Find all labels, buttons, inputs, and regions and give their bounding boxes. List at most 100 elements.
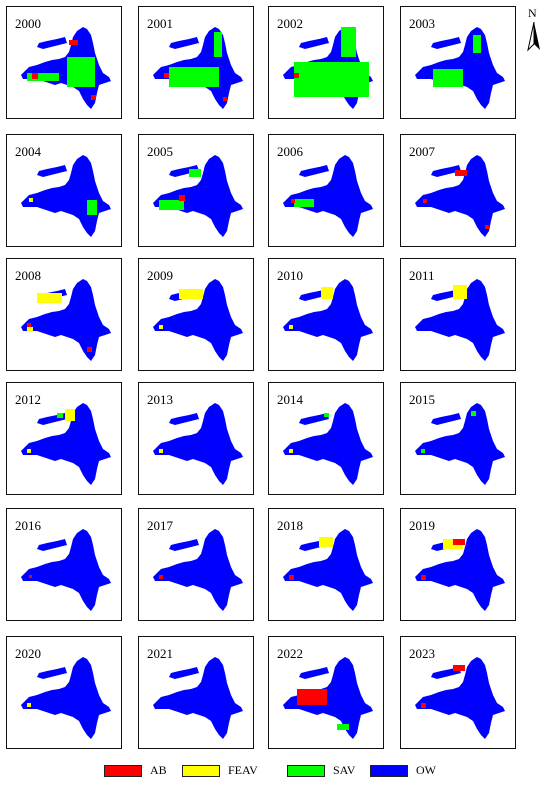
map-panel-2006: 2006 <box>268 134 384 247</box>
panel-year-label: 2008 <box>15 268 41 283</box>
map-panel-2011: 2011 <box>400 258 516 371</box>
ab-patch <box>297 689 327 705</box>
north-arrow-icon <box>527 22 540 52</box>
lake-map-2015 <box>415 403 505 485</box>
open-water-area <box>415 27 505 109</box>
ab-patch <box>29 575 32 578</box>
ab-patch <box>421 575 426 580</box>
lake-map-2018 <box>283 529 373 611</box>
lake-map-2009 <box>153 279 243 361</box>
panel-year-label: 2013 <box>147 392 173 407</box>
legend-swatch-feav <box>182 765 220 777</box>
legend-label-ow: OW <box>416 763 436 777</box>
lake-map-2000 <box>21 27 111 109</box>
panel-year-label: 2001 <box>147 16 173 31</box>
map-panel-2000: 2000 <box>6 6 122 119</box>
feav-patch <box>27 449 31 453</box>
ab-patch <box>289 575 294 580</box>
panel-year-label: 2012 <box>15 392 41 407</box>
panel-year-label: 2019 <box>409 518 435 533</box>
feav-patch <box>319 537 333 547</box>
lake-map-2010 <box>283 279 373 361</box>
legend-swatch-sav <box>287 765 325 777</box>
sav-patch <box>324 413 329 417</box>
feav-patch <box>179 289 203 299</box>
lake-map-2017 <box>153 529 243 611</box>
ab-patch <box>32 73 38 79</box>
sav-patch <box>337 724 349 730</box>
ab-patch <box>485 225 489 229</box>
sav-patch <box>294 199 314 207</box>
feav-patch <box>289 449 293 453</box>
open-water-area <box>415 657 505 739</box>
panel-year-label: 2014 <box>277 392 303 407</box>
open-water-area <box>153 279 243 361</box>
open-water-area <box>415 403 505 485</box>
sav-patch <box>421 449 425 453</box>
sav-patch <box>471 411 476 416</box>
open-water-area <box>415 279 505 361</box>
ab-patch <box>69 40 78 45</box>
map-panel-2021: 2021 <box>138 636 254 749</box>
sav-patch <box>189 169 201 177</box>
lake-map-2004 <box>21 155 111 237</box>
sav-patch <box>159 200 184 210</box>
feav-patch <box>29 198 33 202</box>
ab-patch <box>291 199 295 203</box>
ab-patch <box>453 539 465 545</box>
map-panel-2017: 2017 <box>138 508 254 621</box>
map-panel-2018: 2018 <box>268 508 384 621</box>
ab-patch <box>164 73 169 78</box>
ab-patch <box>91 95 96 100</box>
north-arrow: N <box>526 6 542 54</box>
open-water-area <box>21 27 111 109</box>
map-panel-2007: 2007 <box>400 134 516 247</box>
open-water-area <box>283 155 373 237</box>
lake-map-2022 <box>283 657 373 739</box>
open-water-area <box>21 403 111 485</box>
sav-patch <box>214 32 222 57</box>
map-panel-2015: 2015 <box>400 382 516 495</box>
open-water-area <box>21 529 111 611</box>
feav-patch <box>37 293 62 303</box>
panel-year-label: 2011 <box>409 268 435 283</box>
panel-year-label: 2005 <box>147 144 173 159</box>
map-panel-2020: 2020 <box>6 636 122 749</box>
open-water-area <box>415 529 505 611</box>
legend-label-sav: SAV <box>333 763 356 777</box>
ab-patch <box>453 665 465 671</box>
sav-patch <box>27 73 59 81</box>
panel-year-label: 2018 <box>277 518 303 533</box>
ab-patch <box>294 73 299 78</box>
sav-patch <box>473 35 481 53</box>
lake-map-2013 <box>153 403 243 485</box>
open-water-area <box>153 155 243 237</box>
lake-map-2011 <box>415 279 505 361</box>
map-panel-2001: 2001 <box>138 6 254 119</box>
panel-year-label: 2020 <box>15 646 41 661</box>
panel-year-label: 2022 <box>277 646 303 661</box>
legend: AB FEAV SAV OW <box>0 763 550 781</box>
lake-map-2003 <box>415 27 505 109</box>
panel-year-label: 2003 <box>409 16 435 31</box>
open-water-area <box>153 403 243 485</box>
sav-patch <box>67 57 95 87</box>
panel-year-label: 2009 <box>147 268 173 283</box>
lake-map-2012 <box>21 403 111 485</box>
panel-year-label: 2007 <box>409 144 435 159</box>
ab-patch <box>423 199 427 203</box>
open-water-area <box>415 155 505 237</box>
lake-map-2006 <box>283 155 373 237</box>
feav-patch <box>65 409 75 421</box>
ab-patch <box>455 170 467 176</box>
feav-patch <box>289 325 293 329</box>
feav-patch <box>321 287 333 299</box>
lake-map-2023 <box>415 657 505 739</box>
legend-label-feav: FEAV <box>228 763 258 777</box>
legend-label-ab: AB <box>150 763 167 777</box>
lake-map-2014 <box>283 403 373 485</box>
sav-patch <box>433 69 463 87</box>
lake-map-2001 <box>153 27 243 109</box>
panel-year-label: 2010 <box>277 268 303 283</box>
legend-swatch-ow <box>370 765 408 777</box>
